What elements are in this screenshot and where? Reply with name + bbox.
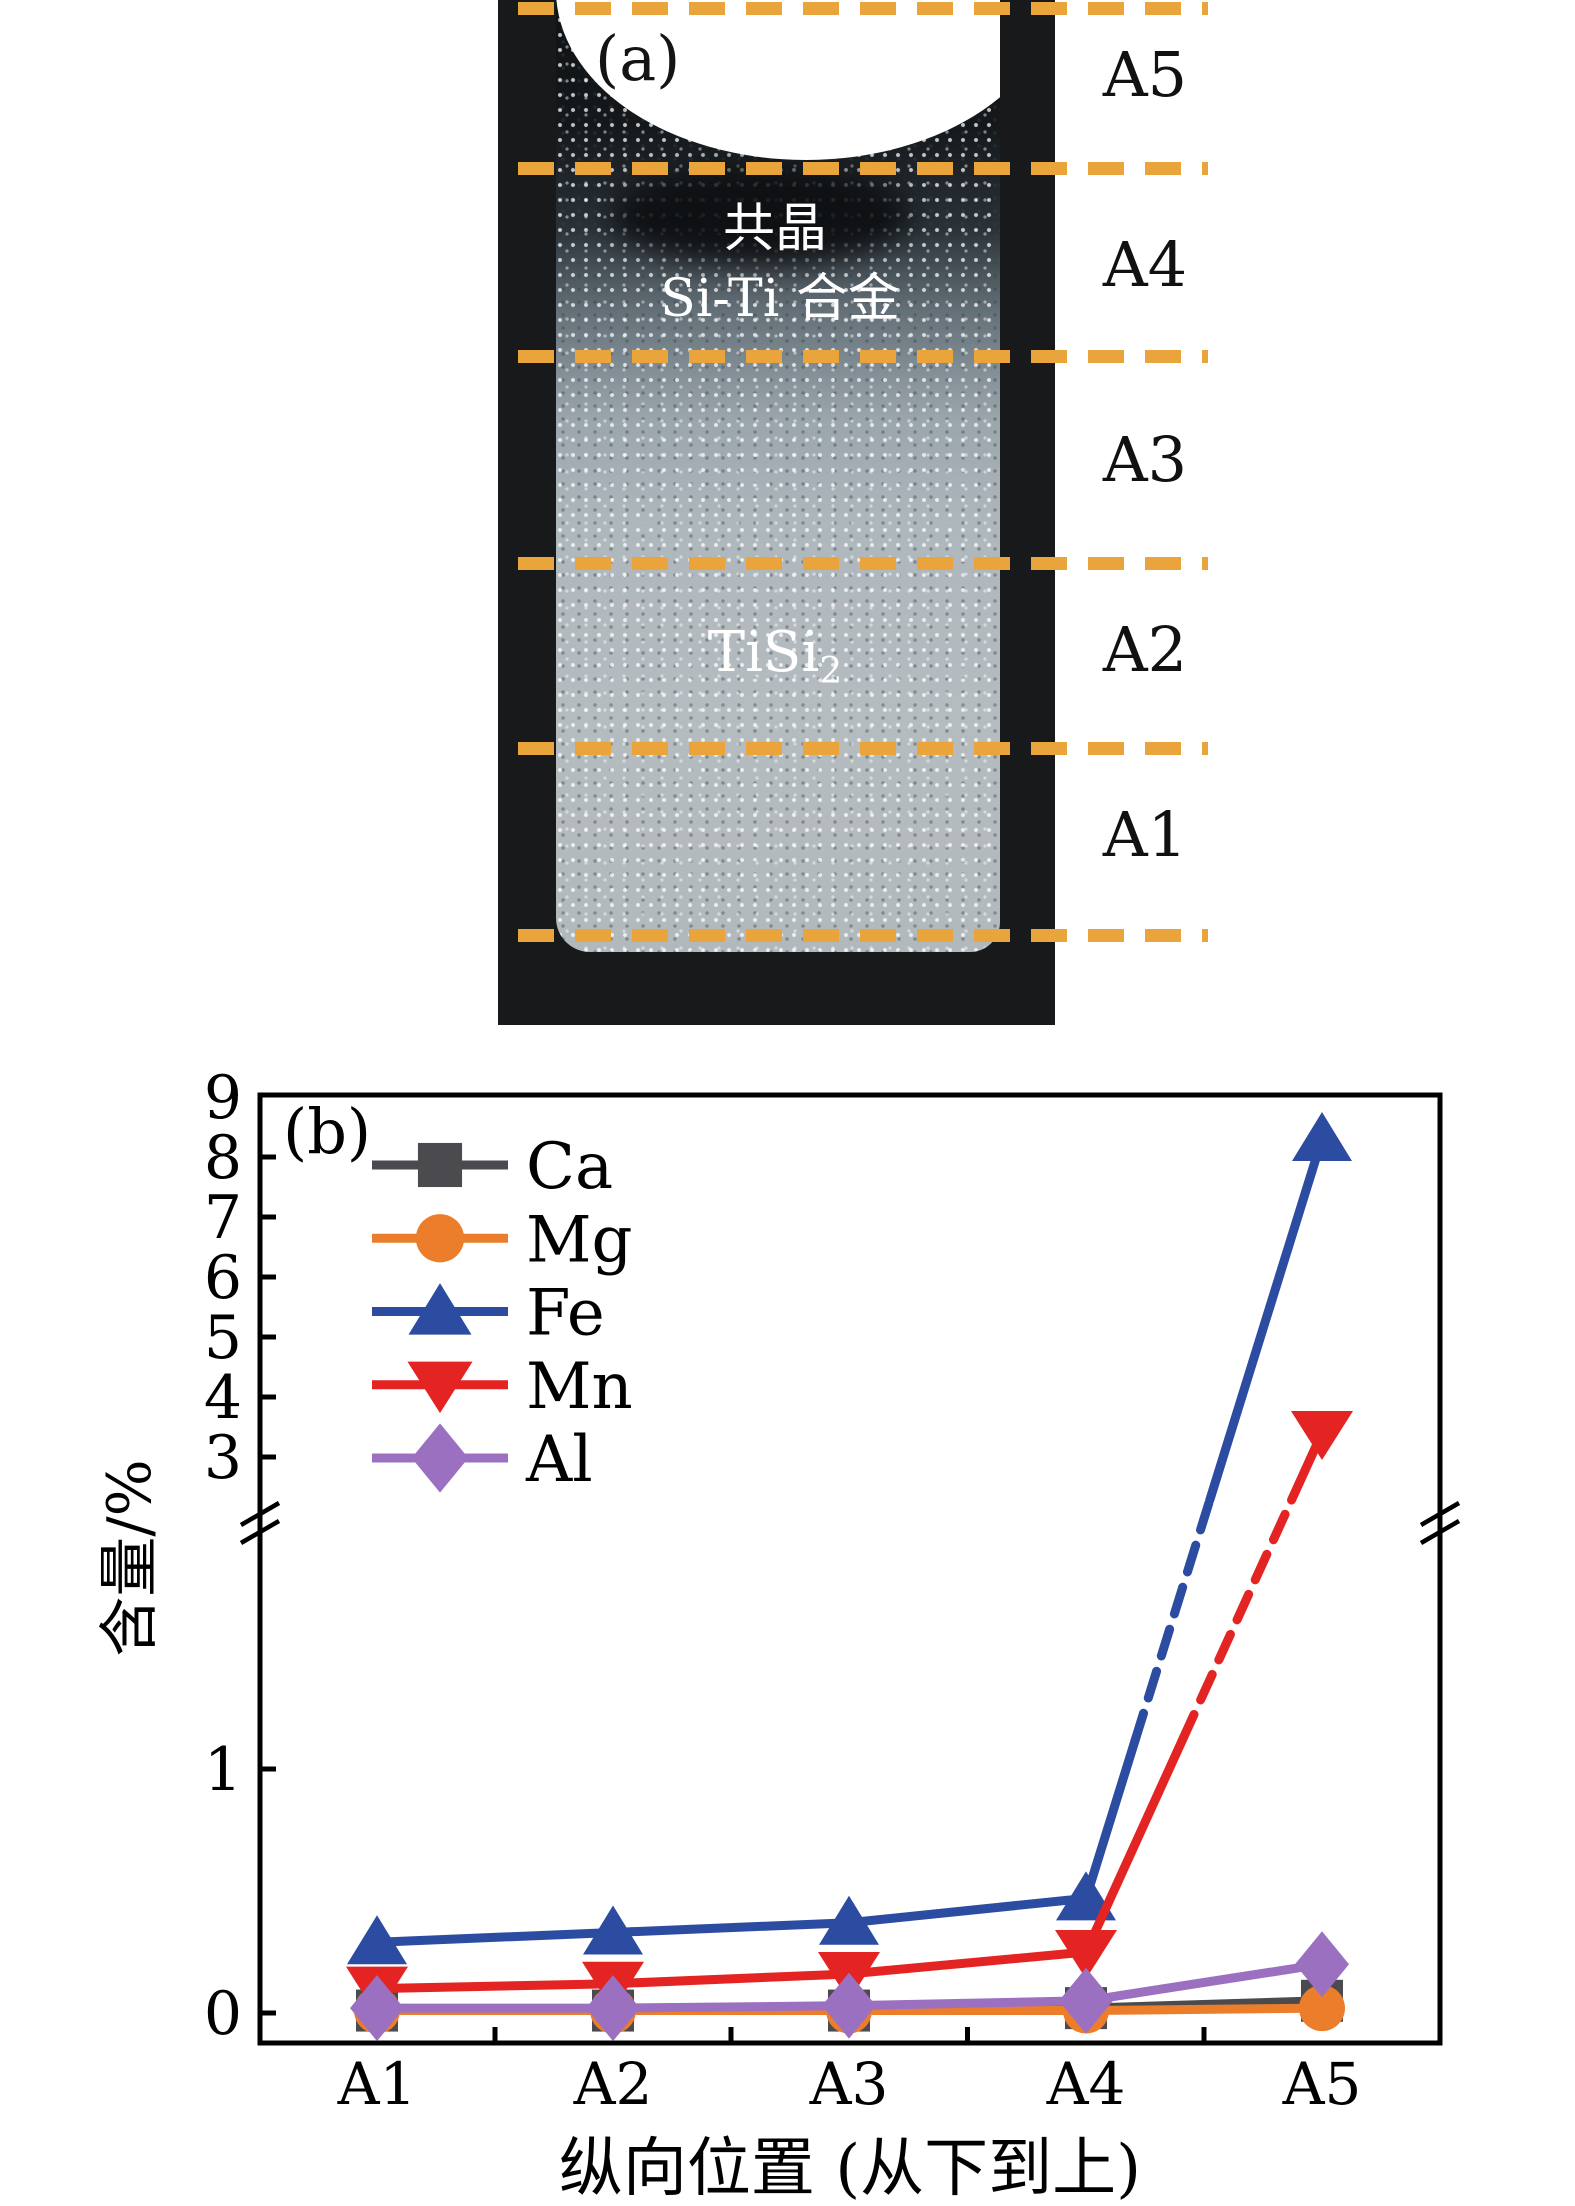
series-Fe xyxy=(347,1112,1352,1965)
region-label-A4: A4 xyxy=(1102,228,1188,301)
x-tick-label-A5: A5 xyxy=(1282,2050,1362,2118)
series-line-Mn xyxy=(1081,1735,1187,1957)
series-line-Al xyxy=(844,1996,1091,2011)
region-label-A3: A3 xyxy=(1102,423,1188,496)
y-tick-label-8: 8 xyxy=(204,1123,242,1193)
region-divider-line xyxy=(518,742,1208,755)
legend-marker-Al xyxy=(411,1423,469,1493)
axis-break-mark xyxy=(239,1519,281,1545)
series-Al xyxy=(350,1931,1349,2042)
legend-marker-Fe xyxy=(408,1283,472,1335)
legend-item-Al: Al xyxy=(372,1423,593,1497)
data-point-Fe-A1 xyxy=(347,1915,407,1965)
data-point-Al-A2 xyxy=(586,1975,640,2042)
y-tick-label-3: 3 xyxy=(204,1423,242,1493)
y-tick-label-7: 7 xyxy=(204,1183,242,1253)
legend-marker-Ca xyxy=(417,1142,463,1188)
legend-marker-Mn xyxy=(407,1361,473,1414)
panel-label-a: (a) xyxy=(595,22,681,95)
data-point-Mn-A5 xyxy=(1291,1411,1353,1460)
data-point-Fe-A4 xyxy=(1056,1871,1116,1921)
data-point-Fe-A2 xyxy=(583,1905,643,1955)
x-tick-label-A3: A3 xyxy=(809,2050,889,2118)
figure-a: (a) 共晶 Si-Ti 合金 TiSi2 A5 A4 A3 A2 A1 xyxy=(0,0,1575,1060)
series-line-Mn xyxy=(608,1969,854,1989)
data-point-Fe-A5 xyxy=(1292,1112,1352,1161)
y-tick-label-6: 6 xyxy=(204,1243,242,1313)
series-Mn xyxy=(346,1411,1353,2016)
data-point-Al-A3 xyxy=(822,1972,876,2039)
legend-label-Mg: Mg xyxy=(526,1203,633,1277)
series-line-Fe-break xyxy=(1130,1495,1215,1745)
y-tick-label-9: 9 xyxy=(204,1063,242,1133)
data-point-Al-A1 xyxy=(350,1975,404,2042)
region-label-A1: A1 xyxy=(1102,798,1188,871)
x-tick-label-A4: A4 xyxy=(1046,2050,1126,2118)
eutectic-label-line1: 共晶 xyxy=(722,199,827,259)
series-line-Mn xyxy=(372,1979,618,1994)
series-line-Fe xyxy=(844,1893,1091,1928)
data-point-Al-A5 xyxy=(1295,1931,1349,1998)
region-divider-line xyxy=(518,162,1208,175)
region-divider-line xyxy=(518,2,1208,15)
y-axis-title: 含量/% xyxy=(95,1459,165,1656)
series-line-Al xyxy=(608,2001,854,2013)
y-tick-label-4: 4 xyxy=(204,1363,242,1433)
region-divider-line xyxy=(518,350,1208,363)
ingot-sample xyxy=(556,0,1000,952)
legend-label-Fe: Fe xyxy=(526,1277,605,1351)
eutectic-dark-band xyxy=(611,165,911,265)
region-label-A5: A5 xyxy=(1102,38,1188,111)
region-divider-line xyxy=(518,929,1208,942)
phase-label-subscript: 2 xyxy=(819,651,843,693)
legend-label-Mn: Mn xyxy=(526,1350,633,1424)
series-line-Fe xyxy=(608,1918,854,1937)
legend-item-Mg: Mg xyxy=(372,1203,633,1277)
phase-label-base: TiSi xyxy=(707,620,820,685)
legend-label-Al: Al xyxy=(525,1423,593,1497)
axis-break-mark xyxy=(1419,1501,1461,1527)
eutectic-label-line2: Si-Ti 合金 xyxy=(660,269,900,329)
legend-item-Fe: Fe xyxy=(372,1277,605,1351)
series-line-Fe xyxy=(372,1927,618,1947)
axis-break-mark xyxy=(1419,1519,1461,1545)
data-point-Mg-A5 xyxy=(1299,1985,1345,2032)
data-point-Fe-A3 xyxy=(819,1895,879,1945)
data-point-Al-A4 xyxy=(1059,1967,1113,2034)
axis-break-mark xyxy=(239,1501,281,1527)
legend-item-Mn: Mn xyxy=(372,1350,633,1424)
region-divider-line xyxy=(518,557,1208,570)
y-tick-label-1: 1 xyxy=(204,1735,242,1805)
panel-label-b: (b) xyxy=(283,1095,371,1168)
series-line-Mn-break xyxy=(1177,1495,1297,1745)
phase-label-tisi2: TiSi2 xyxy=(575,620,975,692)
series-line-Mg xyxy=(1081,2003,1327,2016)
y-tick-label-5: 5 xyxy=(204,1303,242,1373)
x-axis-title: 纵向位置 (从下到上) xyxy=(559,2132,1141,2206)
legend-item-Ca: Ca xyxy=(372,1130,613,1204)
data-point-Mn-A4 xyxy=(1055,1930,1117,1979)
y-tick-label-0: 0 xyxy=(204,1979,242,2049)
region-label-A2: A2 xyxy=(1102,613,1188,686)
x-tick-label-A2: A2 xyxy=(573,2050,653,2118)
legend-marker-Mg xyxy=(415,1214,465,1263)
series-line-Al xyxy=(1081,1959,1327,2006)
series-line-Mn xyxy=(844,1947,1091,1979)
series-line-Fe xyxy=(1205,1134,1327,1505)
x-tick-label-A1: A1 xyxy=(337,2050,417,2118)
legend-label-Ca: Ca xyxy=(526,1130,613,1204)
plot-border xyxy=(257,1092,1443,2046)
series-line-Fe xyxy=(1081,1735,1140,1903)
